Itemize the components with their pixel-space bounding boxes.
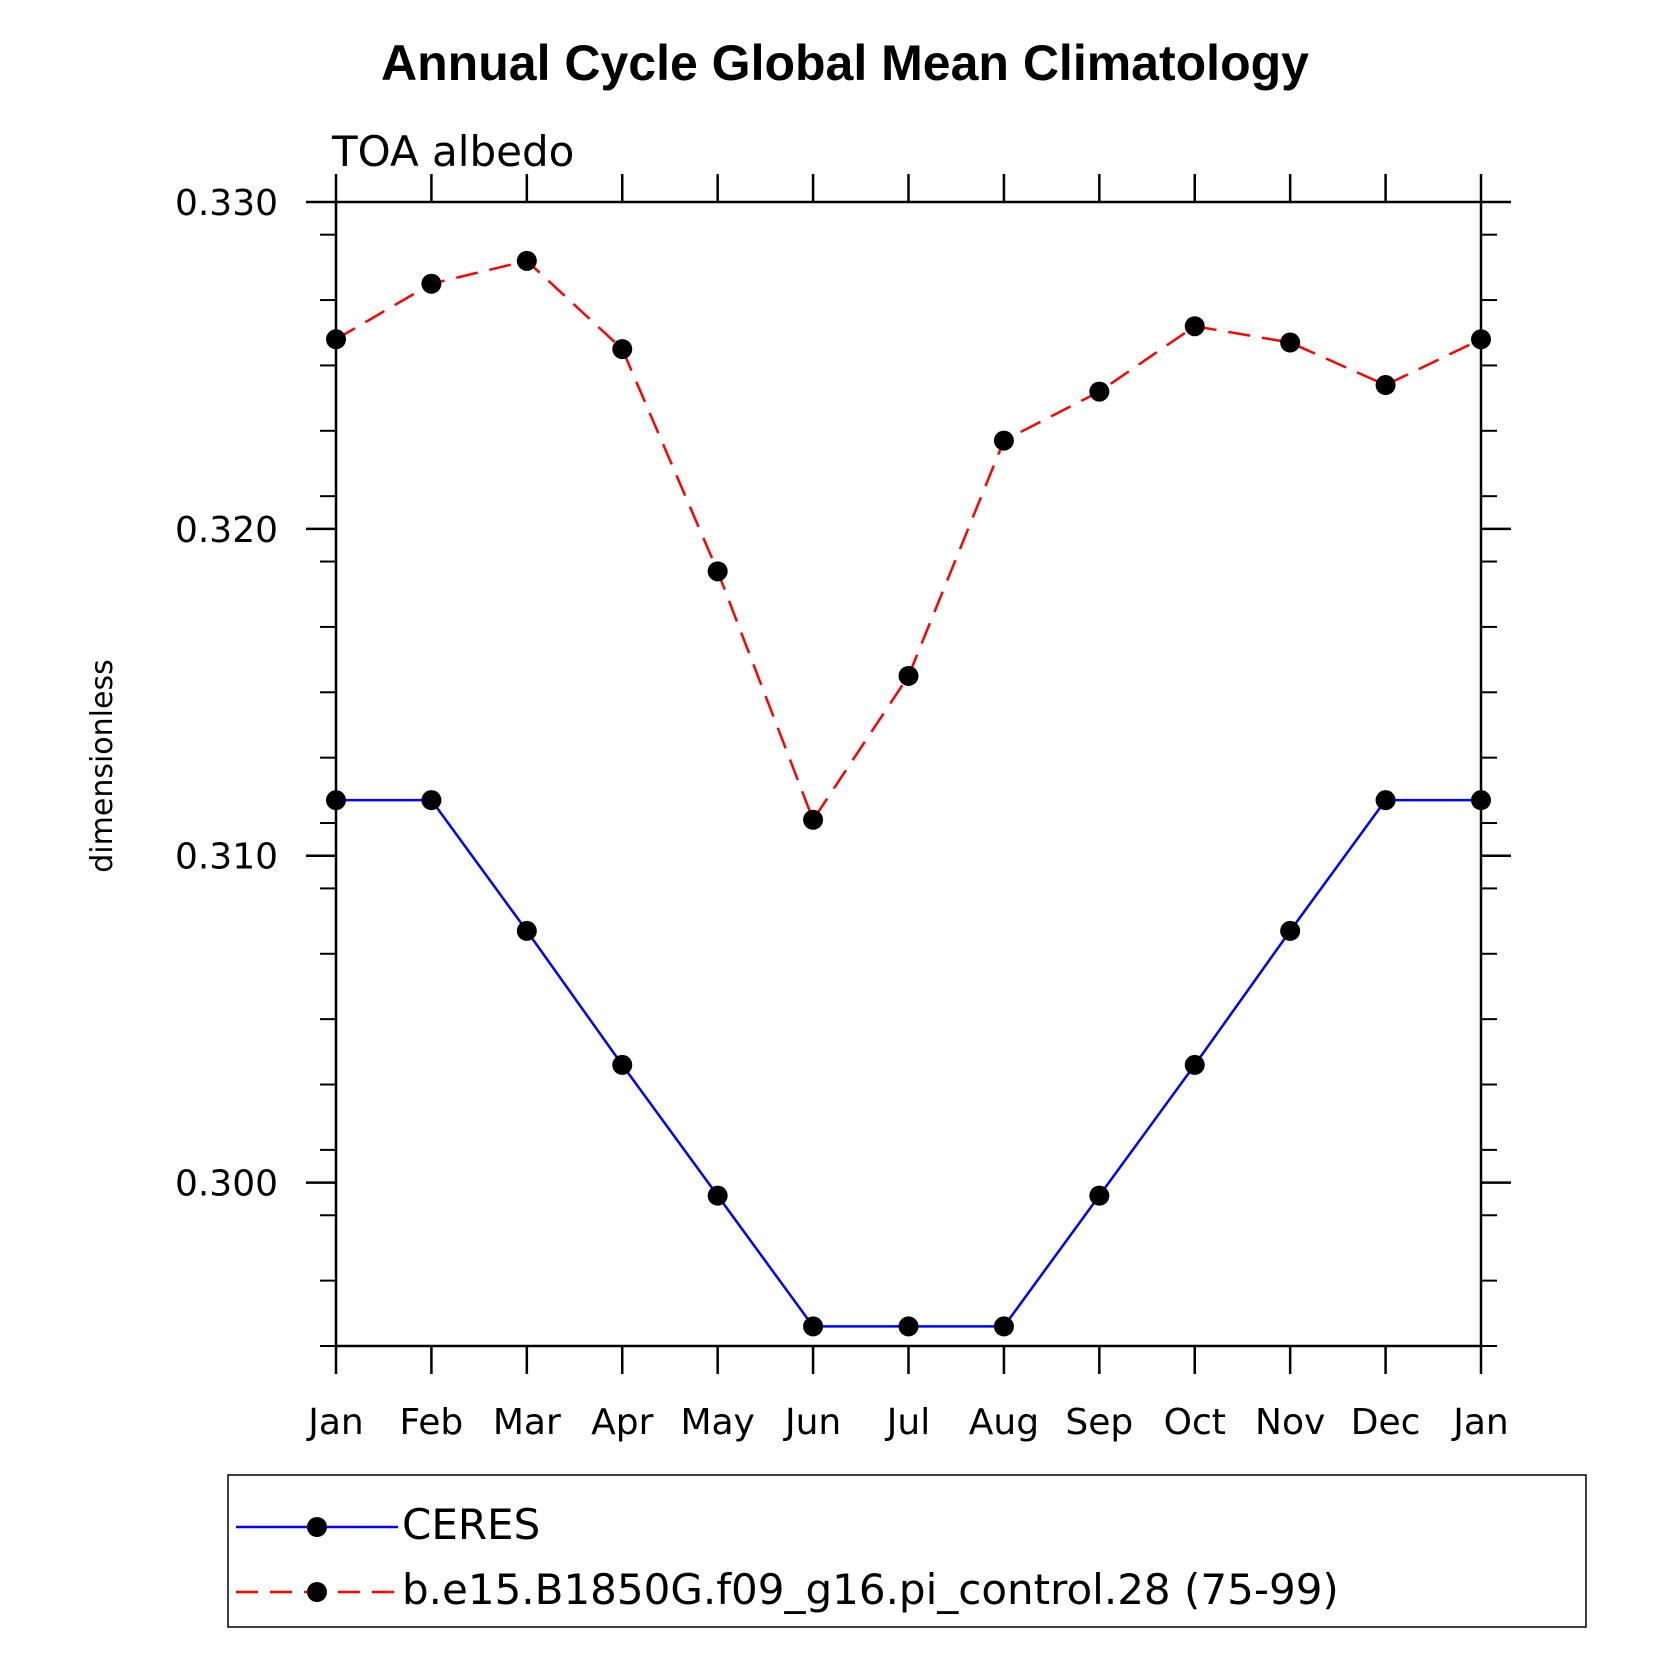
x-tick-label: Jun	[783, 1402, 841, 1443]
x-tick-label: Apr	[591, 1402, 653, 1443]
y-axis-label: dimensionless	[85, 659, 120, 872]
data-point-1	[1375, 375, 1396, 396]
legend-label-ceres: CERES	[402, 1500, 540, 1549]
data-point-1	[803, 809, 824, 830]
data-point-0	[1089, 1185, 1110, 1206]
data-point-1	[1089, 381, 1110, 402]
y-tick-label: 0.300	[175, 1164, 278, 1205]
chart-subtitle: TOA albedo	[331, 127, 574, 176]
data-point-0	[707, 1185, 728, 1206]
x-tick-label: Jan	[306, 1402, 364, 1443]
x-tick-label: Aug	[969, 1402, 1039, 1443]
x-tick-label: Sep	[1065, 1402, 1133, 1443]
y-tick-label: 0.330	[175, 183, 278, 224]
x-tick-label: Oct	[1164, 1402, 1226, 1443]
data-point-0	[516, 920, 537, 941]
data-point-1	[898, 665, 919, 686]
x-tick-label: Jul	[885, 1402, 930, 1443]
data-point-1	[1280, 332, 1301, 353]
chart-title: Annual Cycle Global Mean Climatology	[381, 35, 1309, 91]
data-point-0	[898, 1316, 919, 1337]
legend-label-model: b.e15.B1850G.f09_g16.pi_control.28 (75-9…	[402, 1565, 1339, 1614]
data-point-1	[993, 430, 1014, 451]
data-point-0	[993, 1316, 1014, 1337]
data-point-0	[612, 1054, 633, 1075]
x-tick-label: Jan	[1451, 1402, 1509, 1443]
data-point-1	[421, 273, 442, 294]
y-tick-label: 0.320	[175, 510, 278, 551]
legend-marker-0	[307, 1517, 327, 1537]
x-tick-label: May	[680, 1402, 754, 1443]
data-point-0	[1375, 790, 1396, 811]
data-point-0	[421, 790, 442, 811]
series-line-0	[336, 798, 1481, 1328]
data-point-1	[1184, 316, 1205, 337]
data-point-0	[1280, 920, 1301, 941]
plot-frame	[334, 200, 1483, 1348]
data-point-0	[803, 1316, 824, 1337]
x-tick-label: Feb	[400, 1402, 464, 1443]
x-tick-label: Dec	[1351, 1402, 1421, 1443]
x-tick-label: Mar	[493, 1402, 561, 1443]
legend-box	[227, 1474, 1587, 1628]
data-point-1	[516, 250, 537, 271]
y-tick-label: 0.310	[175, 837, 278, 878]
series-line-1	[335, 259, 1482, 823]
legend-marker-1	[307, 1582, 327, 1602]
x-tick-label: Nov	[1255, 1402, 1325, 1443]
data-point-0	[1184, 1054, 1205, 1075]
data-point-1	[707, 561, 728, 582]
data-point-1	[612, 339, 633, 360]
